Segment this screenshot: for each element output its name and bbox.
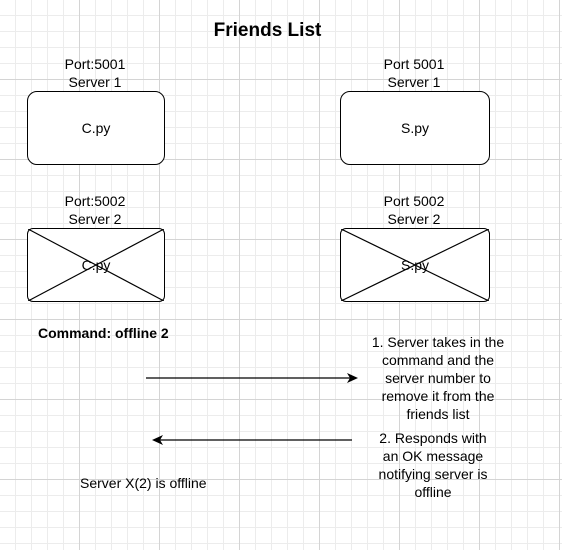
request-arrow — [146, 373, 358, 383]
client-top-server-label: Server 1 — [68, 74, 122, 90]
client-bottom-port-label: Port:5002 — [64, 193, 126, 209]
cross-out-icon — [341, 229, 489, 301]
client-top-box-label: C.py — [81, 120, 111, 136]
server-bottom-port-label: Port 5002 — [383, 193, 445, 209]
client-bottom-labels: Port:5002 Server 2 — [35, 192, 155, 228]
step1-line-3: server number to — [385, 370, 491, 386]
step1-line-5: friends list — [406, 406, 470, 422]
client-bottom-server-label: Server 2 — [68, 211, 122, 227]
cross-out-icon — [28, 229, 164, 301]
server-top-labels: Port 5001 Server 1 — [354, 55, 474, 91]
step2-line-1: 2. Responds with — [379, 430, 487, 446]
client-bottom-box-label: C.py — [81, 257, 111, 273]
server-top-server-label: Server 1 — [387, 74, 441, 90]
response-arrow — [152, 435, 352, 445]
client-top-port-label: Port:5001 — [64, 56, 126, 72]
diagram-title: Friends List — [213, 20, 322, 41]
step2-text: 2. Responds with an OK message notifying… — [362, 429, 504, 501]
server-bottom-box[interactable]: S.py — [340, 228, 490, 302]
result-text: Server X(2) is offline — [80, 475, 207, 491]
step1-text: 1. Server takes in the command and the s… — [358, 333, 518, 423]
server-bottom-box-label: S.py — [400, 257, 429, 273]
client-top-box[interactable]: C.py — [27, 91, 165, 165]
step1-line-2: command and the — [381, 352, 495, 368]
server-top-port-label: Port 5001 — [383, 56, 445, 72]
client-top-labels: Port:5001 Server 1 — [35, 55, 155, 91]
step2-line-3: notifying server is — [378, 466, 488, 482]
step2-line-4: offline — [414, 484, 452, 500]
server-bottom-server-label: Server 2 — [387, 211, 441, 227]
step1-line-4: remove it from the — [381, 388, 495, 404]
server-top-box[interactable]: S.py — [340, 91, 490, 165]
step1-line-1: 1. Server takes in the — [371, 334, 505, 350]
client-bottom-box[interactable]: C.py — [27, 228, 165, 302]
step2-line-2: an OK message — [382, 448, 484, 464]
server-bottom-labels: Port 5002 Server 2 — [354, 192, 474, 228]
command-text: Command: offline 2 — [38, 325, 169, 341]
server-top-box-label: S.py — [400, 120, 429, 136]
